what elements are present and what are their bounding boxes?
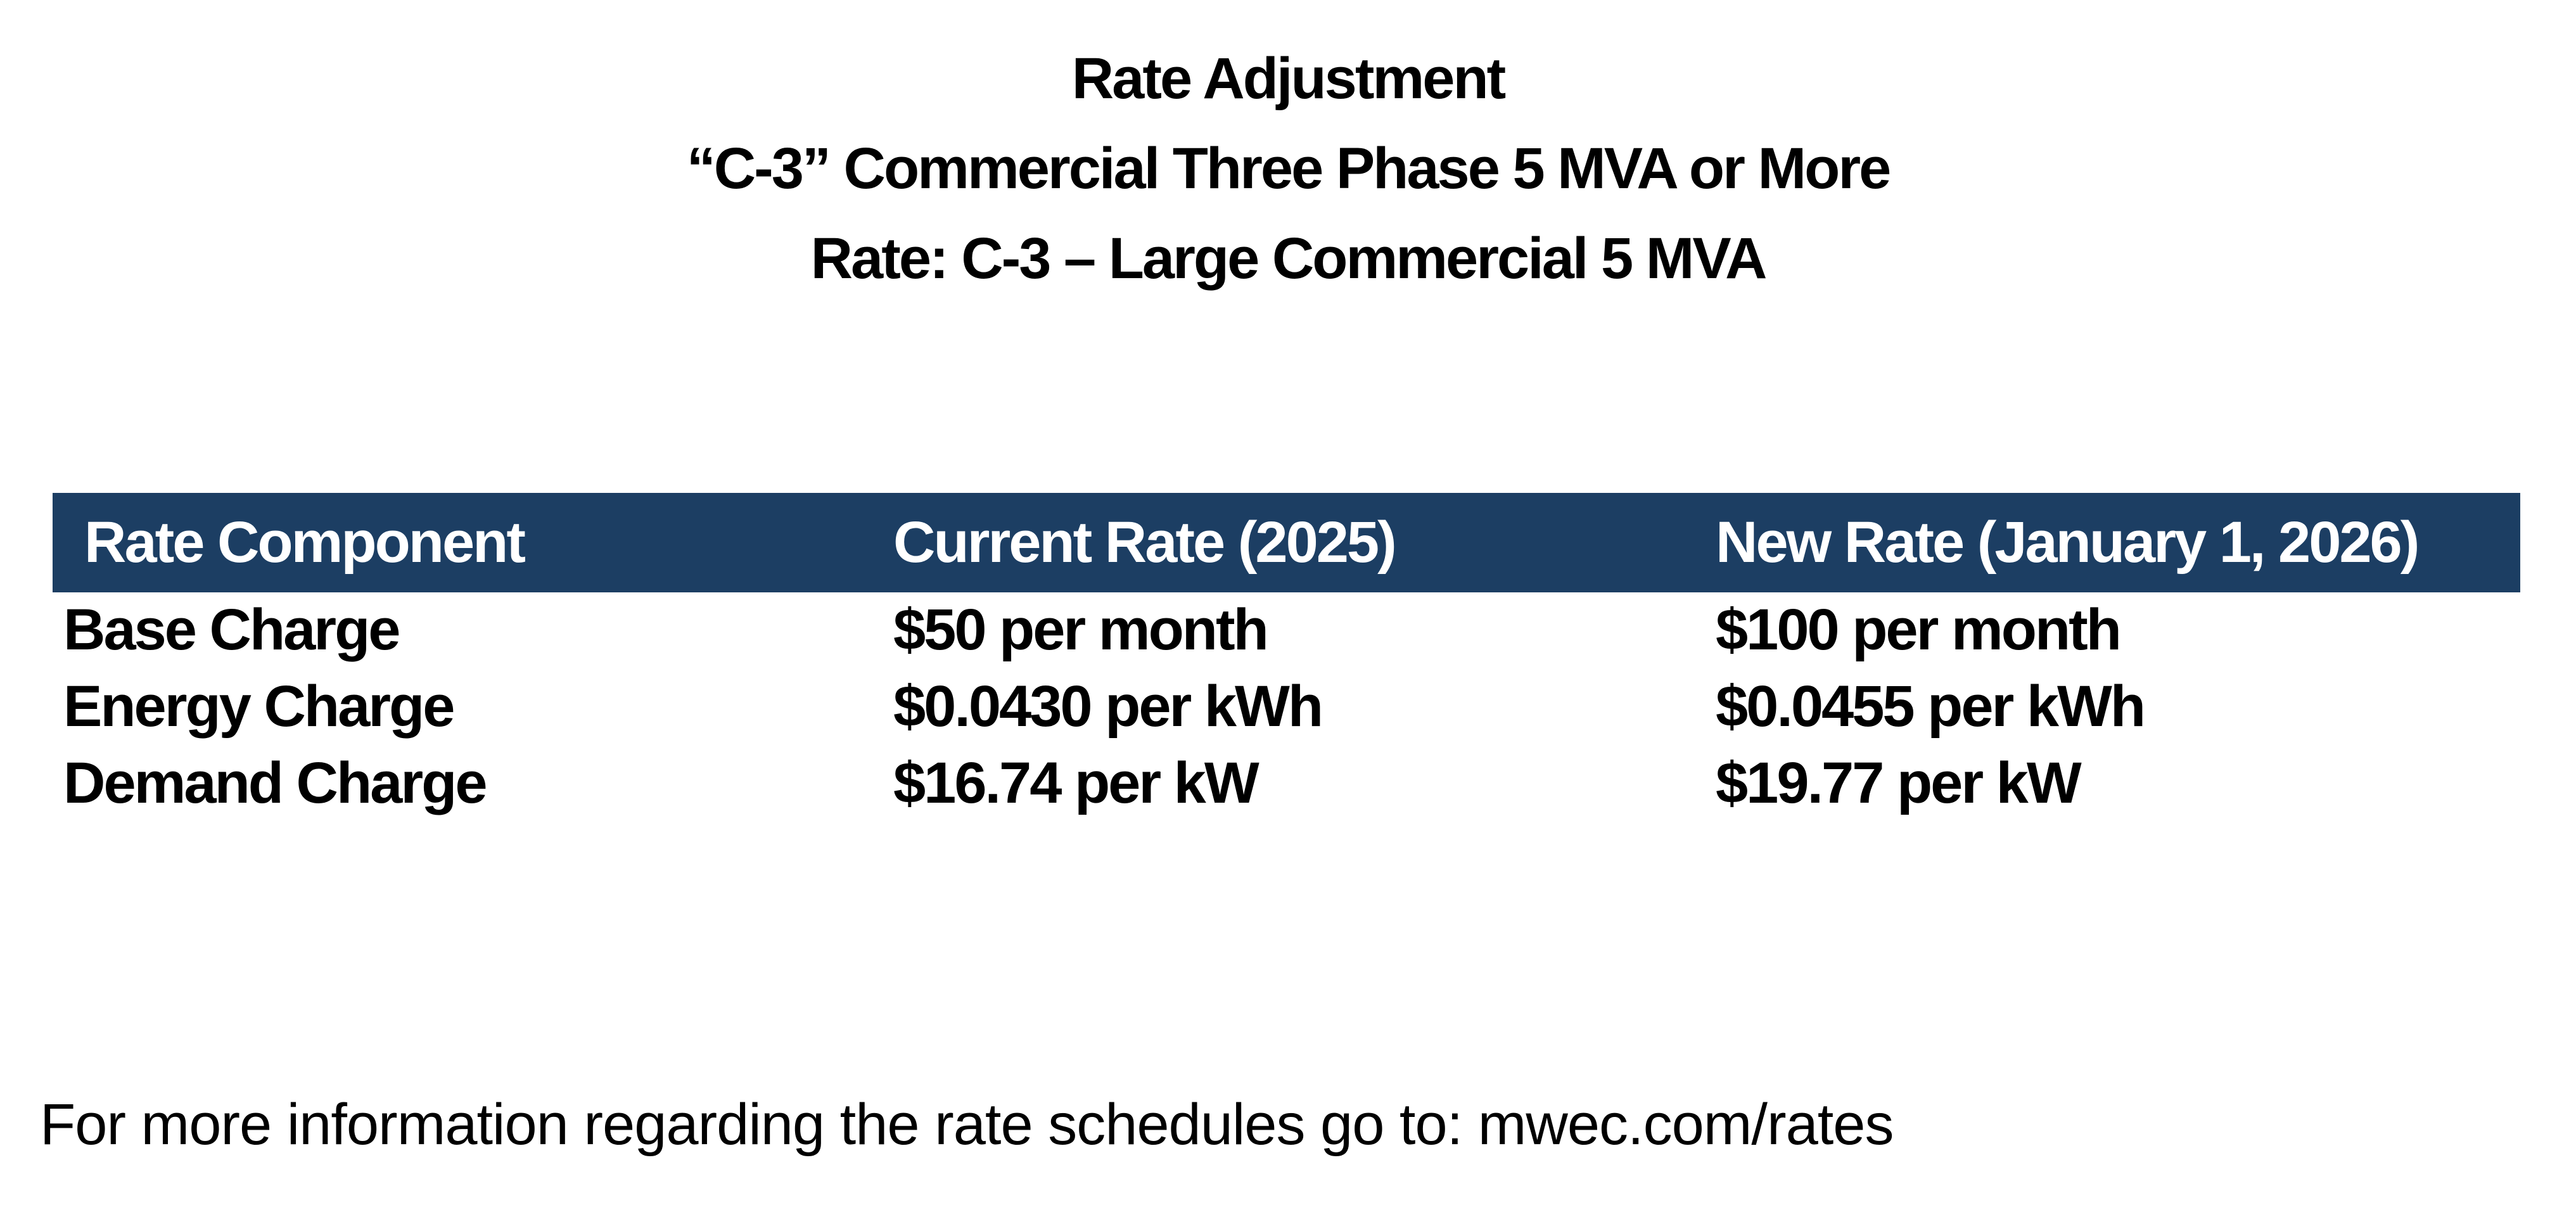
table-row-demand-charge: Demand Charge $16.74 per kW $19.77 per k… xyxy=(53,745,2520,822)
rate-table-header-row: Rate Component Current Rate (2025) New R… xyxy=(53,493,2520,592)
title-block: Rate Adjustment “C-3” Commercial Three P… xyxy=(0,34,2576,303)
cell-energy-charge-current: $0.0430 per kWh xyxy=(893,674,1323,739)
cell-demand-charge-new: $19.77 per kW xyxy=(1716,751,2082,815)
cell-base-charge-label: Base Charge xyxy=(63,597,400,662)
cell-base-charge-current: $50 per month xyxy=(893,597,1269,662)
rate-table-body: Base Charge $50 per month $100 per month… xyxy=(53,592,2520,822)
rate-identifier-line: Rate: C-3 – Large Commercial 5 MVA xyxy=(810,226,1768,291)
cell-base-charge-new: $100 per month xyxy=(1716,597,2122,662)
page-title: Rate Adjustment xyxy=(1071,46,1507,111)
footer-text: For more information regarding the rate … xyxy=(40,1092,1894,1157)
footer-note: For more information regarding the rate … xyxy=(40,1087,1894,1163)
table-row-base-charge: Base Charge $50 per month $100 per month xyxy=(53,592,2520,668)
cell-demand-charge-current: $16.74 per kW xyxy=(893,751,1259,815)
header-cell-new-rate: New Rate (January 1, 2026) xyxy=(1716,510,2420,575)
header-cell-current-rate: Current Rate (2025) xyxy=(893,510,1397,575)
cell-energy-charge-new: $0.0455 per kWh xyxy=(1716,674,2146,739)
table-row-energy-charge: Energy Charge $0.0430 per kWh $0.0455 pe… xyxy=(53,668,2520,745)
header-cell-rate-component: Rate Component xyxy=(84,510,526,575)
cell-energy-charge-label: Energy Charge xyxy=(63,674,455,739)
cell-demand-charge-label: Demand Charge xyxy=(63,751,488,815)
page-subtitle: “C-3” Commercial Three Phase 5 MVA or Mo… xyxy=(686,136,1892,201)
